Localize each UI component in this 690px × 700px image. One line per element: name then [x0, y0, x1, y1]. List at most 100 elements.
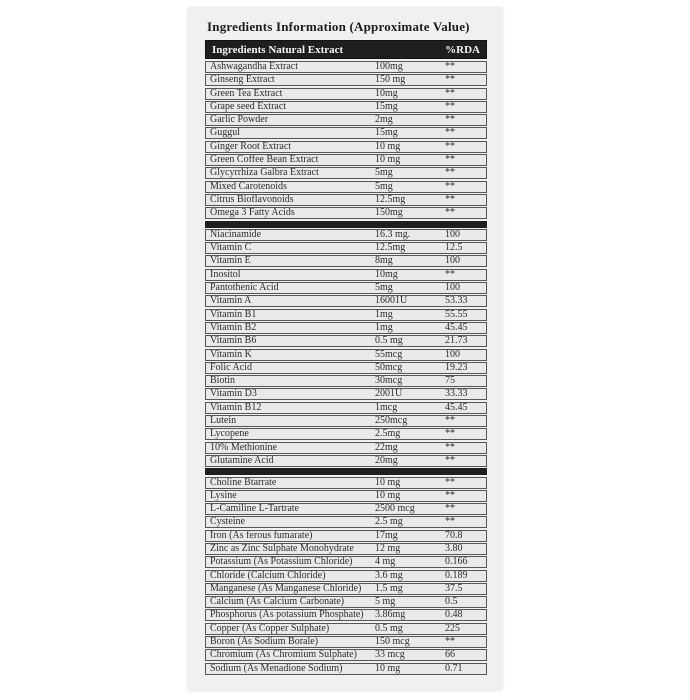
table-row: Vitamin B6 0.5 mg 21.73: [205, 335, 487, 348]
ingredient-rda: 45.45: [445, 401, 468, 413]
ingredient-name: Guggul: [210, 128, 240, 139]
ingredient-name: Folic Acid: [210, 362, 252, 373]
ingredient-amount: 0.5 mg: [375, 335, 403, 347]
ingredient-rda: 21.73: [445, 335, 468, 347]
ingredient-amount: 10 mg: [375, 140, 401, 152]
table-row: Vitamin B12 1mcg 45.45: [205, 401, 487, 414]
ingredient-amount: 1mg: [375, 308, 393, 320]
table-row: Choline Btarrate 10 mg **: [205, 476, 487, 489]
table-row: L-Camiline L-Tartrate 2500 mcg **: [205, 503, 487, 516]
ingredient-amount: 12.5mg: [375, 193, 406, 205]
section-separator: [205, 468, 487, 476]
ingredient-rda: 100: [445, 282, 460, 294]
ingredient-amount: 10mg: [375, 268, 398, 280]
ingredient-rda: 19.23: [445, 361, 468, 373]
ingredient-amount: 10 mg: [375, 154, 401, 166]
table-header-ingredients: Ingredients Natural Extract: [212, 43, 344, 56]
table-row: 10% Methionine 22mg **: [205, 441, 487, 454]
ingredient-rda: **: [445, 415, 455, 427]
ingredient-name: Citrus Bioflavonoids: [210, 194, 294, 205]
ingredient-amount: 8mg: [375, 255, 393, 267]
ingredient-rda: 0.5: [445, 596, 458, 608]
ingredient-amount: 16001U: [375, 295, 408, 307]
ingredient-amount: 2mg: [375, 114, 393, 126]
ingredient-name: Pantothenic Acid: [210, 283, 279, 294]
ingredient-name: Chromium (As Chromium Sulphate): [210, 650, 357, 661]
ingredient-rda: **: [445, 476, 455, 488]
ingredient-rda: **: [445, 193, 455, 205]
ingredient-name: Vitamin A: [210, 296, 252, 307]
ingredient-name: Cysteine: [210, 517, 245, 528]
ingredient-name: Inositol: [210, 269, 241, 280]
table-row: Folic Acid 50mcg 19.23: [205, 361, 487, 374]
ingredient-name: Iron (As ferous fumarate): [210, 530, 313, 541]
ingredient-rda: **: [445, 100, 455, 112]
ingredient-amount: 3.86mg: [375, 609, 406, 621]
ingredient-rda: 55.55: [445, 308, 468, 320]
ingredient-amount: 5 mg: [375, 596, 396, 608]
table-row: Iron (As ferous fumarate) 17mg 70.8: [205, 529, 487, 542]
ingredient-amount: 5mg: [375, 167, 393, 179]
table-header-rda: %RDA: [445, 43, 480, 56]
ingredient-rda: **: [445, 489, 455, 501]
ingredient-name: Mixed Carotenoids: [210, 181, 287, 192]
ingredient-amount: 1mcg: [375, 401, 398, 413]
ingredient-rda: 0.71: [445, 662, 463, 674]
ingredient-rda: **: [445, 268, 455, 280]
ingredient-rda: **: [445, 140, 455, 152]
ingredient-amount: 15mg: [375, 100, 398, 112]
ingredient-name: Vitamin D3: [210, 389, 257, 400]
table-row: Vitamin C 12.5mg 12.5: [205, 242, 487, 255]
ingredient-name: Vitamin B2: [210, 322, 257, 333]
table-row: Guggul 15mg **: [205, 127, 487, 140]
ingredient-amount: 150mg: [375, 207, 403, 219]
ingredient-name: Ginger Root Extract: [210, 141, 292, 152]
ingredient-rda: 100: [445, 255, 460, 267]
ingredient-name: Sodium (As Menadione Sodium): [210, 663, 343, 674]
ingredient-name: Vitamin B1: [210, 309, 257, 320]
ingredient-name: Niacinamide: [210, 229, 262, 240]
table-row: Zinc as Zinc Sulphate Monohydrate 12 mg 3.…: [205, 542, 487, 555]
ingredient-rda: 70.8: [445, 529, 463, 541]
ingredient-rda: 75: [445, 375, 455, 387]
ingredient-rda: 53.33: [445, 295, 468, 307]
ingredient-name: Lysine: [210, 490, 237, 501]
ingredient-amount: 55mcg: [375, 348, 403, 360]
ingredient-amount: 33 mcg: [375, 649, 405, 661]
ingredient-amount: 0.5 mg: [375, 622, 403, 634]
table-row: Omega 3 Fatty Acids 150mg **: [205, 207, 487, 220]
ingredients-table-body: Ashwagandha Extract 100mg ** Ginseng Extrac…: [205, 61, 487, 675]
table-row: Niacinamide 16.3 mg. 100: [205, 228, 487, 241]
ingredient-rda: 225: [445, 622, 460, 634]
table-row: Manganese (As Manganese Chloride) 1.5 mg 3…: [205, 582, 487, 595]
ingredient-name: Ginseng Extract: [210, 75, 275, 86]
ingredient-rda: **: [445, 441, 455, 453]
ingredient-amount: 15mg: [375, 127, 398, 139]
table-row: Chloride (Calcium Chloride) 3.6 mg 0.189: [205, 569, 487, 582]
ingredient-name: Vitamin B6: [210, 336, 257, 347]
ingredient-name: Manganese (As Manganese Chloride): [210, 583, 362, 594]
ingredient-amount: 5mg: [375, 180, 393, 192]
ingredient-amount: 10 mg: [375, 489, 401, 501]
table-row: Ashwagandha Extract 100mg **: [205, 61, 487, 73]
ingredient-rda: **: [445, 127, 455, 139]
ingredient-name: Lycopene: [210, 429, 249, 440]
ingredient-rda: 0.189: [445, 569, 468, 581]
table-row: Cysteine 2.5 mg **: [205, 516, 487, 529]
ingredient-amount: 2001U: [375, 388, 403, 400]
ingredient-name: Calcium (As Calcium Carbonate): [210, 597, 345, 608]
ingredient-rda: 100: [445, 348, 460, 360]
table-row: Green Tea Extract 10mg **: [205, 87, 487, 100]
ingredient-name: Copper (As Copper Sulphate): [210, 623, 330, 634]
table-row: Vitamin E 8mg 100: [205, 255, 487, 268]
table-row: Citrus Bioflavonoids 12.5mg **: [205, 193, 487, 206]
ingredient-amount: 10mg: [375, 87, 398, 99]
table-row: Lycopene 2.5mg **: [205, 428, 487, 441]
ingredient-amount: 12 mg: [375, 542, 401, 554]
ingredient-rda: 12.5: [445, 242, 463, 254]
table-row: Vitamin D3 2001U 33.33: [205, 388, 487, 401]
ingredient-amount: 100mg: [375, 61, 403, 72]
table-row: Vitamin K 55mcg 100: [205, 348, 487, 361]
ingredient-amount: 22mg: [375, 441, 398, 453]
ingredient-name: Choline Btarrate: [210, 477, 277, 488]
